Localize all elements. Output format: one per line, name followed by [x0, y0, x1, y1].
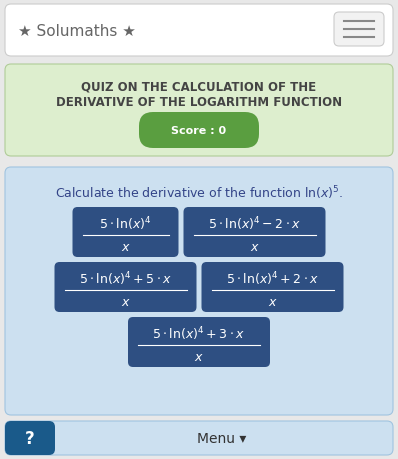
FancyBboxPatch shape	[334, 13, 384, 47]
Text: $5 \cdot \ln(x)^4 + 5 \cdot x$: $5 \cdot \ln(x)^4 + 5 \cdot x$	[79, 269, 172, 287]
FancyBboxPatch shape	[5, 421, 393, 455]
Text: $5 \cdot \ln(x)^4 + 2 \cdot x$: $5 \cdot \ln(x)^4 + 2 \cdot x$	[226, 269, 319, 287]
Text: ?: ?	[25, 429, 35, 447]
Text: $5 \cdot \ln(x)^4 + 3 \cdot x$: $5 \cdot \ln(x)^4 + 3 \cdot x$	[152, 325, 246, 342]
FancyBboxPatch shape	[183, 207, 326, 257]
Text: DERIVATIVE OF THE LOGARITHM FUNCTION: DERIVATIVE OF THE LOGARITHM FUNCTION	[56, 95, 342, 108]
Text: $x$: $x$	[121, 296, 131, 309]
Text: QUIZ ON THE CALCULATION OF THE: QUIZ ON THE CALCULATION OF THE	[82, 80, 316, 93]
FancyBboxPatch shape	[5, 421, 55, 455]
Text: $5 \cdot \ln(x)^4 - 2 \cdot x$: $5 \cdot \ln(x)^4 - 2 \cdot x$	[208, 215, 301, 232]
FancyBboxPatch shape	[5, 65, 393, 157]
FancyBboxPatch shape	[5, 5, 393, 57]
Text: $x$: $x$	[250, 241, 259, 254]
Text: Score : 0: Score : 0	[172, 126, 226, 136]
Text: $x$: $x$	[121, 241, 131, 254]
FancyBboxPatch shape	[5, 168, 393, 415]
Text: $5 \cdot \ln(x)^4$: $5 \cdot \ln(x)^4$	[99, 215, 152, 232]
Text: Menu ▾: Menu ▾	[197, 431, 247, 445]
Text: ★ Solumaths ★: ★ Solumaths ★	[18, 23, 136, 39]
Text: $x$: $x$	[267, 296, 277, 309]
FancyBboxPatch shape	[201, 263, 343, 312]
FancyBboxPatch shape	[139, 113, 259, 149]
FancyBboxPatch shape	[72, 207, 178, 257]
FancyBboxPatch shape	[55, 263, 197, 312]
Text: $x$: $x$	[194, 351, 204, 364]
FancyBboxPatch shape	[128, 317, 270, 367]
Text: Calculate the derivative of the function $\ln(x)^5$.: Calculate the derivative of the function…	[55, 184, 343, 202]
